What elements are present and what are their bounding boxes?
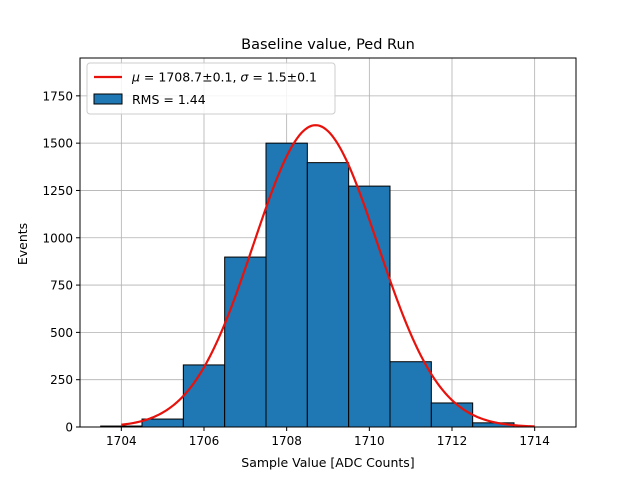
legend-sigma-value: = 1.5±0.1 bbox=[248, 70, 317, 85]
x-tick-label: 1710 bbox=[354, 434, 385, 448]
y-tick-label: 750 bbox=[50, 279, 73, 293]
legend: μ = 1708.7±0.1, σ = 1.5±0.1 RMS = 1.44 bbox=[86, 62, 336, 115]
legend-mu-value: = 1708.7±0.1, bbox=[140, 70, 240, 85]
y-tick-label: 1250 bbox=[42, 184, 73, 198]
x-tick-label: 1712 bbox=[437, 434, 468, 448]
y-tick-label: 1000 bbox=[42, 231, 73, 245]
bars-layer bbox=[100, 142, 515, 428]
legend-histogram-swatch bbox=[93, 93, 123, 105]
legend-sigma-symbol: σ bbox=[240, 70, 249, 85]
y-tick-label: 500 bbox=[50, 326, 73, 340]
fit-curve bbox=[121, 124, 535, 428]
histogram-bar bbox=[224, 256, 267, 428]
y-ticks: 0 250 500 750 1000 1250 1500 1750 bbox=[42, 89, 80, 435]
histogram-bar bbox=[389, 361, 432, 428]
histogram-bar bbox=[265, 142, 308, 428]
legend-mu-symbol: μ bbox=[131, 70, 140, 85]
histogram-bar bbox=[306, 162, 350, 428]
chart-title: Baseline value, Ped Run bbox=[241, 37, 415, 53]
x-tick-label: 1704 bbox=[106, 434, 137, 448]
legend-box bbox=[86, 62, 336, 115]
y-tick-label: 0 bbox=[65, 421, 73, 435]
x-tick-label: 1714 bbox=[519, 434, 550, 448]
x-axis-label: Sample Value [ADC Counts] bbox=[241, 455, 414, 470]
legend-histogram-label: RMS = 1.44 bbox=[132, 92, 206, 107]
y-tick-label: 1500 bbox=[42, 137, 73, 151]
legend-fit-label: μ = 1708.7±0.1, σ = 1.5±0.1 bbox=[131, 70, 317, 85]
y-axis-label: Events bbox=[15, 223, 30, 265]
y-tick-label: 250 bbox=[50, 373, 73, 387]
histogram-bar bbox=[348, 185, 391, 428]
plot-frame bbox=[79, 57, 577, 428]
x-tick-label: 1706 bbox=[189, 434, 220, 448]
histogram-bar bbox=[182, 364, 226, 428]
x-ticks: 1704 1706 1708 1710 1712 1714 bbox=[106, 427, 550, 448]
x-tick-label: 1708 bbox=[271, 434, 302, 448]
y-tick-label: 1750 bbox=[42, 89, 73, 103]
histogram-bar bbox=[430, 402, 474, 428]
